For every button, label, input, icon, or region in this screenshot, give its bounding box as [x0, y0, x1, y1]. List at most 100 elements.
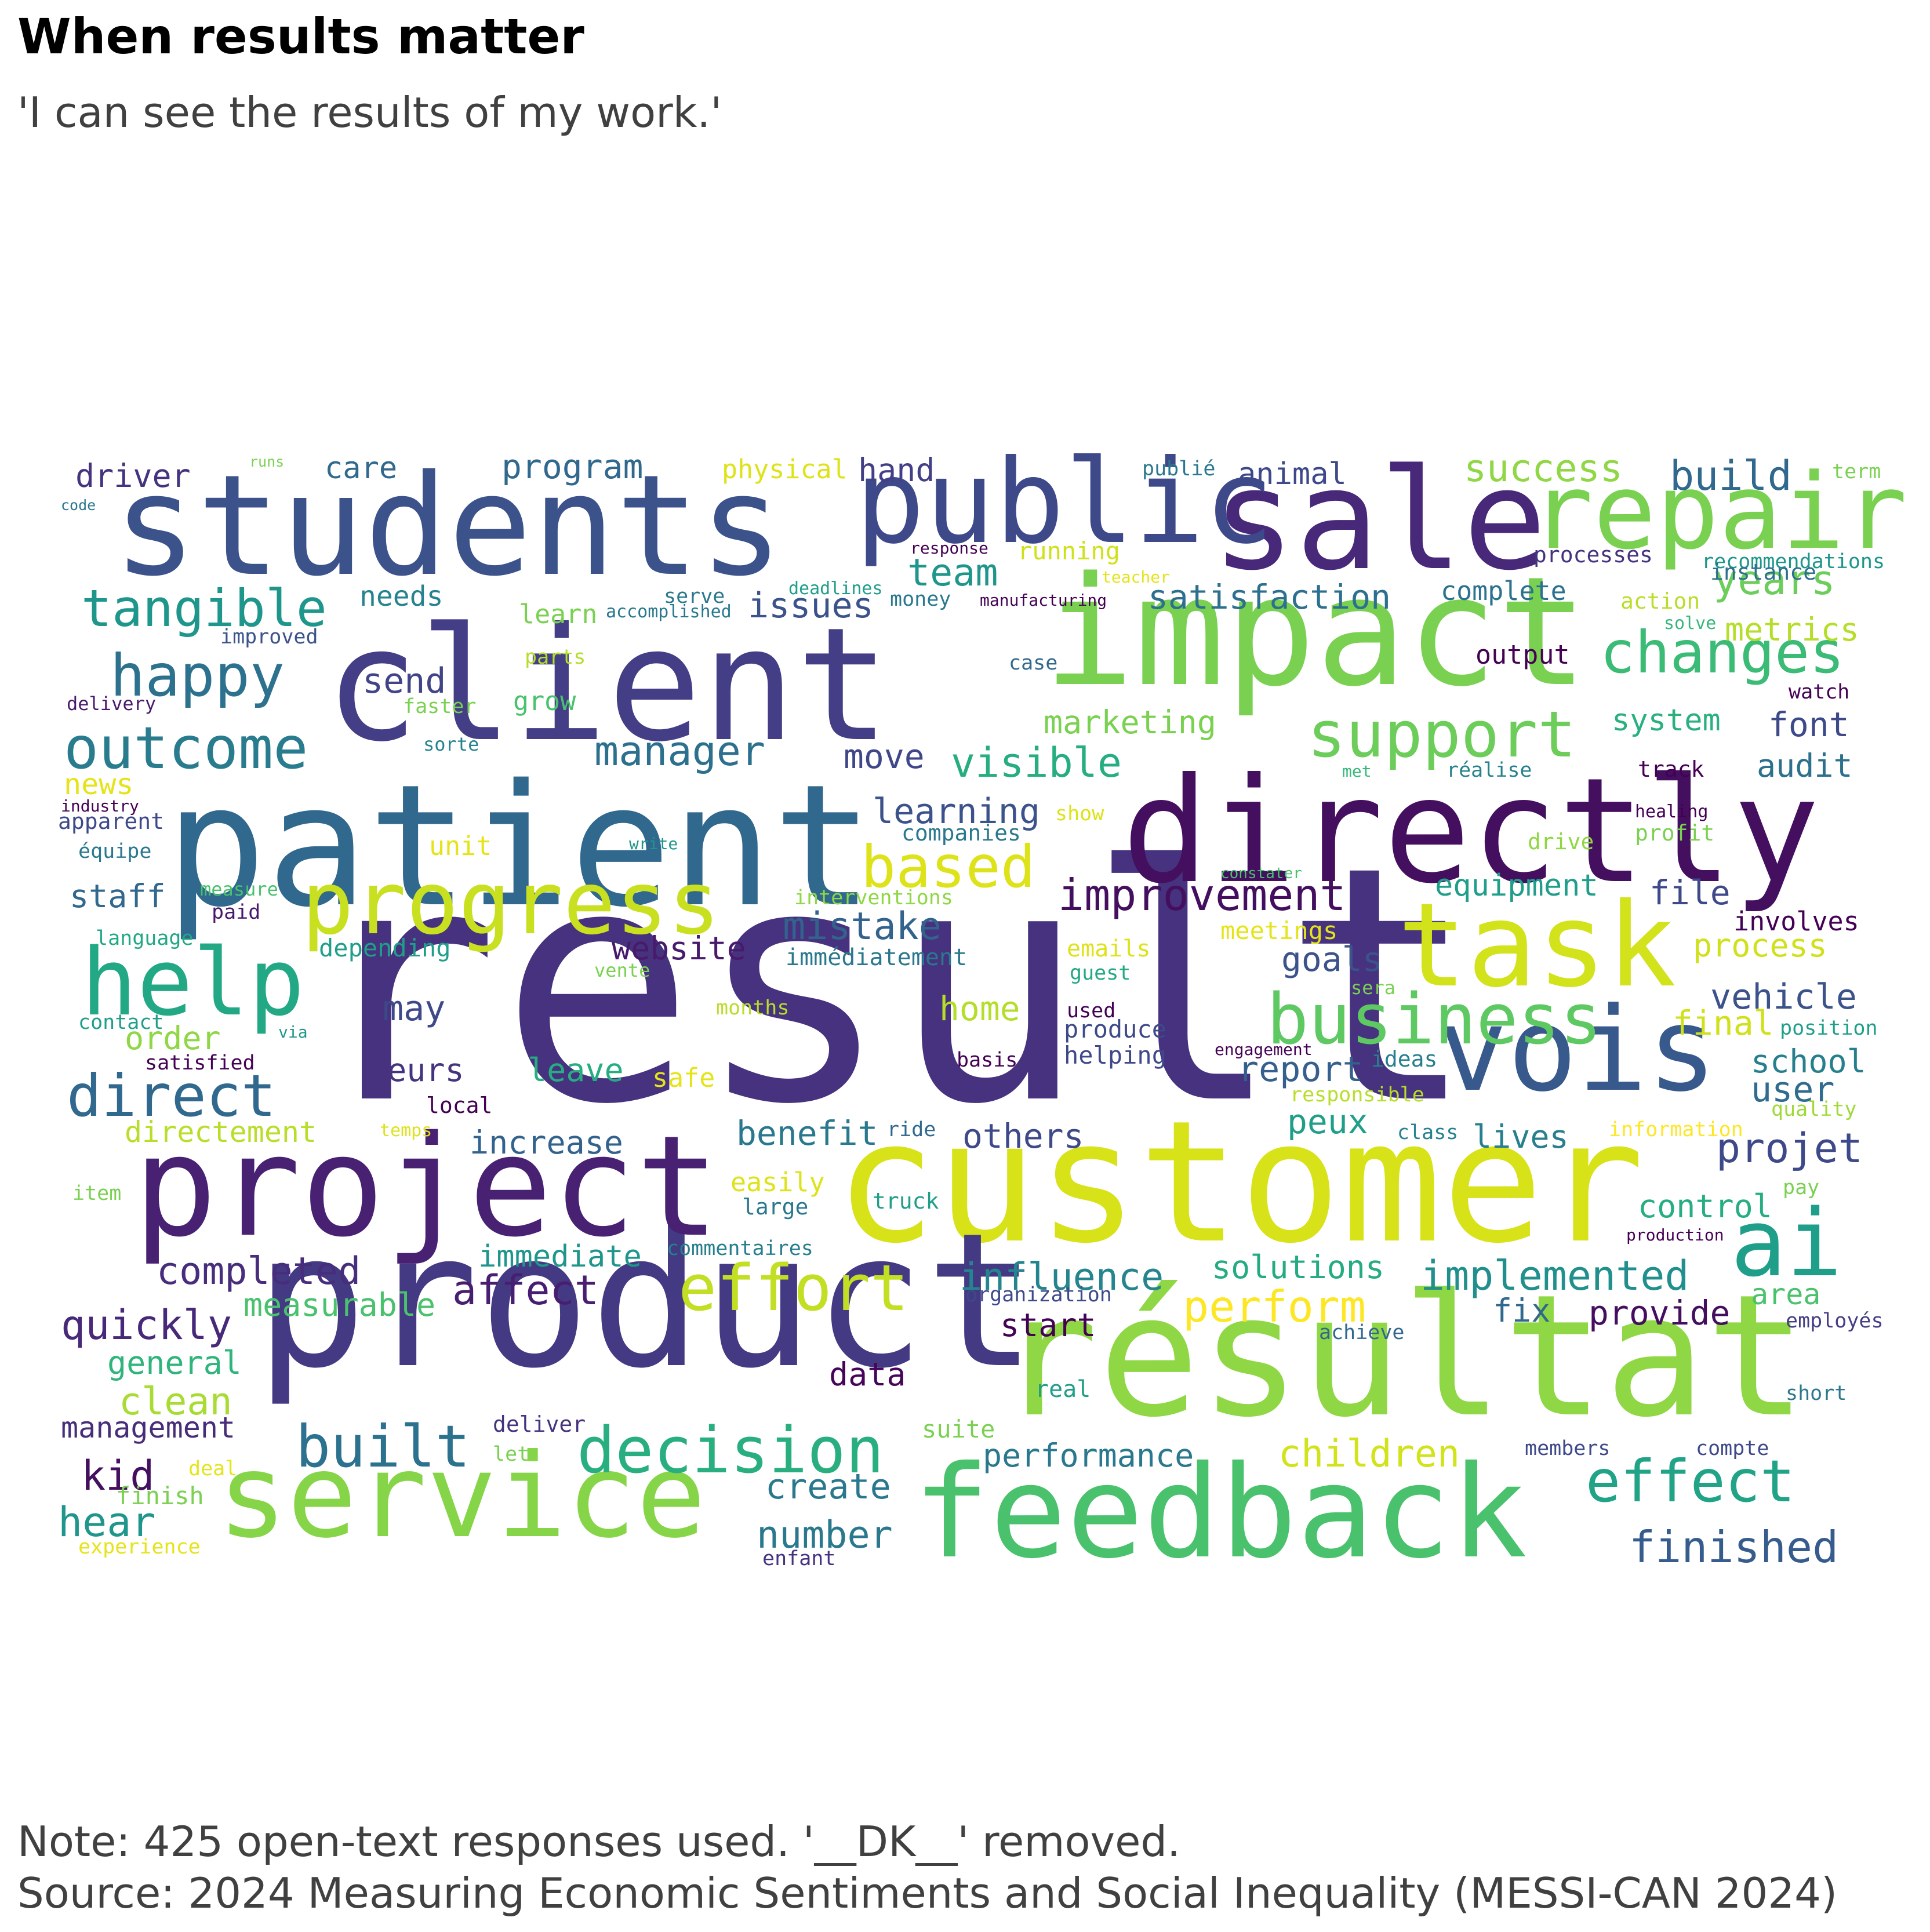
- word-helping: helping: [1064, 1041, 1166, 1069]
- word-compte: compte: [1696, 1437, 1769, 1460]
- word-performance: performance: [983, 1437, 1194, 1474]
- word-watch: watch: [1789, 681, 1849, 704]
- word-action: action: [1620, 588, 1700, 614]
- word-produce: produce: [1064, 1015, 1166, 1043]
- word-public: public: [855, 435, 1274, 570]
- word-processes: processes: [1533, 542, 1653, 567]
- word-running: running: [1017, 537, 1120, 565]
- word-complete: complete: [1441, 576, 1566, 606]
- word-faster: faster: [403, 695, 476, 718]
- word-implemented: implemented: [1420, 1252, 1689, 1300]
- word-happy: happy: [110, 642, 285, 710]
- word-vois: vois: [1438, 983, 1717, 1118]
- word-deliver: deliver: [493, 1411, 586, 1437]
- word-teacher: teacher: [1102, 567, 1170, 587]
- word-drive: drive: [1528, 829, 1594, 854]
- word-write: write: [629, 834, 678, 853]
- word-real: real: [1035, 1376, 1091, 1403]
- word-show: show: [1055, 802, 1104, 825]
- word-local: local: [426, 1093, 492, 1118]
- word-large: large: [742, 1194, 808, 1220]
- word-projet: projet: [1716, 1125, 1863, 1172]
- word-vente: vente: [594, 959, 650, 981]
- word-equipment: equipment: [1435, 868, 1598, 903]
- word-money: money: [890, 588, 951, 611]
- word-ride: ride: [887, 1118, 936, 1141]
- word-project: project: [133, 1105, 719, 1268]
- word-let: let: [493, 1443, 529, 1466]
- word-production: production: [1626, 1225, 1724, 1245]
- word-help: help: [81, 928, 304, 1036]
- word-fix: fix: [1493, 1292, 1550, 1329]
- word-effect: effect: [1586, 1447, 1795, 1515]
- word-basis: basis: [957, 1049, 1017, 1072]
- word-sera: sera: [1351, 977, 1395, 999]
- word-finished: finished: [1629, 1522, 1838, 1573]
- word-solve: solve: [1664, 613, 1716, 634]
- word-progress: progress: [301, 853, 720, 954]
- word-improvement: improvement: [1058, 869, 1346, 920]
- word-responsible: responsible: [1290, 1083, 1424, 1107]
- word-apparent: apparent: [58, 809, 164, 834]
- word-ai: ai: [1731, 1189, 1842, 1297]
- word-mistake: mistake: [783, 905, 942, 948]
- word-service: service: [217, 1429, 706, 1564]
- word-years: years: [1713, 556, 1836, 604]
- word-meetings: meetings: [1220, 916, 1337, 945]
- word-management: management: [61, 1411, 235, 1445]
- word-goals: goals: [1281, 940, 1383, 979]
- word-depending: depending: [319, 934, 451, 962]
- word-deadlines: deadlines: [788, 578, 883, 599]
- word-case: case: [1009, 652, 1057, 675]
- word-runs: runs: [249, 453, 284, 470]
- word-send: send: [362, 661, 446, 701]
- word-process: process: [1693, 927, 1827, 964]
- word-perform: perform: [1183, 1281, 1366, 1332]
- word-build: build: [1670, 452, 1792, 500]
- word-business: business: [1267, 980, 1602, 1060]
- word-physical: physical: [722, 454, 848, 485]
- word-position: position: [1780, 1017, 1878, 1040]
- word-changes: changes: [1600, 618, 1844, 686]
- word-completed: completed: [157, 1250, 361, 1293]
- word-contact: contact: [78, 1011, 164, 1034]
- word-improved: improved: [220, 625, 318, 649]
- word-may: may: [383, 988, 445, 1029]
- word-unit: unit: [429, 831, 492, 861]
- word-order: order: [125, 1020, 221, 1057]
- word-patient: patient: [165, 749, 874, 944]
- word-imm-diatement: immédiatement: [786, 944, 967, 971]
- word-product: product: [255, 1194, 1037, 1409]
- word-employ-s: employés: [1786, 1309, 1884, 1333]
- word-file: file: [1649, 873, 1731, 912]
- word-r-sultat: résultat: [997, 1259, 1807, 1454]
- word-track: track: [1638, 756, 1704, 782]
- word-term: term: [1832, 460, 1881, 483]
- word-months: months: [716, 996, 789, 1020]
- word-interventions: interventions: [794, 886, 953, 909]
- word-news: news: [64, 767, 133, 801]
- word-issues: issues: [748, 585, 874, 626]
- word-move: move: [844, 737, 925, 776]
- word-benefit: benefit: [736, 1114, 878, 1153]
- word-success: success: [1464, 447, 1623, 490]
- word-impact: impact: [1044, 545, 1588, 720]
- word-directly: directly: [1122, 747, 1820, 915]
- word-class: class: [1397, 1121, 1458, 1144]
- word-support: support: [1307, 697, 1576, 772]
- word-output: output: [1475, 639, 1570, 670]
- word-data: data: [829, 1356, 906, 1393]
- word-language: language: [96, 927, 194, 950]
- word-r-alise: réalise: [1446, 759, 1532, 782]
- word-children: children: [1278, 1432, 1460, 1476]
- word-program: program: [501, 447, 643, 486]
- word-effort: effort: [678, 1251, 908, 1325]
- word-industry: industry: [61, 796, 139, 816]
- word-finish: finish: [116, 1482, 204, 1510]
- word-leurs: leurs: [368, 1051, 464, 1089]
- source-text: Source: 2024 Measuring Economic Sentimen…: [17, 1869, 1838, 1918]
- word-truck: truck: [873, 1188, 939, 1214]
- word-item: item: [72, 1182, 121, 1205]
- word-measure: measure: [200, 878, 278, 900]
